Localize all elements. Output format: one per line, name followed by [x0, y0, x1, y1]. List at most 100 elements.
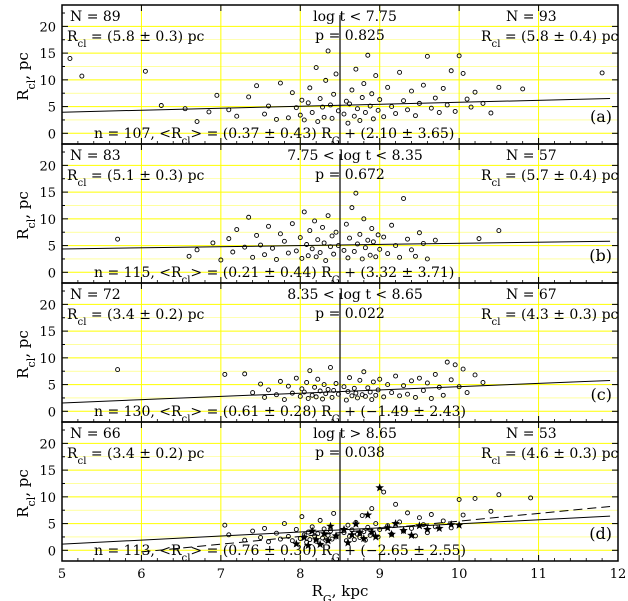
- y-tick-label: 15: [39, 47, 56, 62]
- data-point: [397, 519, 403, 525]
- data-point: [381, 394, 387, 400]
- left-count: N = 83: [70, 148, 121, 164]
- data-point: [367, 252, 373, 258]
- data-point: [293, 105, 299, 111]
- left-mean-radius: Rcl = (5.8 ± 0.3) pc: [67, 29, 205, 50]
- data-point: [381, 114, 387, 120]
- data-point: [528, 495, 534, 501]
- data-point: [413, 394, 418, 400]
- data-point: [325, 213, 331, 219]
- data-point: [277, 378, 283, 384]
- panel-label: (a): [590, 107, 612, 126]
- data-point: [317, 250, 323, 255]
- data-point: [347, 235, 352, 241]
- star-point: [300, 533, 309, 542]
- data-point: [341, 247, 347, 253]
- data-point: [413, 113, 418, 119]
- y-tick-label: 0: [48, 127, 56, 142]
- panel-c: 0 5 10 15 20 N = 72 N = 67 8.35 < log t < 8.65 p…: [14, 282, 619, 423]
- data-point: [389, 390, 395, 396]
- data-point: [266, 387, 271, 393]
- data-point: [341, 384, 347, 390]
- data-point: [242, 371, 248, 377]
- data-point: [456, 497, 462, 502]
- age-range-label: 8.35 < log t < 8.65: [287, 287, 423, 303]
- data-point: [329, 115, 335, 121]
- star-point: [375, 483, 384, 492]
- data-point: [432, 95, 438, 101]
- data-point: [331, 388, 337, 393]
- data-point: [335, 243, 341, 249]
- data-point: [460, 70, 466, 76]
- star-point: [351, 519, 361, 528]
- data-point: [281, 521, 287, 527]
- right-mean-radius: Rcl = (4.3 ± 0.3) pc: [481, 307, 619, 328]
- data-point: [258, 381, 264, 387]
- fit-equation: n = 113, <Rcl> = (0.76 ± 0.30) RG + (−2.…: [94, 543, 466, 564]
- data-point: [401, 196, 406, 201]
- star-point: [415, 521, 424, 530]
- data-point: [353, 190, 359, 196]
- data-point: [297, 393, 303, 399]
- data-point: [258, 242, 264, 248]
- fit-line: [61, 379, 611, 404]
- data-point: [405, 391, 410, 397]
- star-point: [355, 528, 365, 537]
- data-point: [301, 389, 307, 395]
- data-point: [393, 501, 399, 507]
- data-point: [365, 385, 371, 391]
- data-point: [377, 376, 383, 382]
- data-point: [373, 254, 379, 260]
- data-point: [270, 245, 275, 251]
- data-point: [464, 96, 470, 102]
- data-point: [345, 522, 351, 528]
- star-point: [407, 530, 416, 539]
- data-point: [329, 394, 335, 400]
- data-point: [258, 535, 264, 540]
- data-point: [320, 396, 325, 402]
- data-point: [397, 254, 403, 260]
- data-point: [381, 234, 387, 240]
- data-point: [432, 237, 438, 243]
- data-point: [341, 111, 347, 117]
- data-point: [359, 513, 365, 519]
- data-point: [476, 236, 482, 242]
- data-point: [351, 113, 357, 119]
- data-point: [362, 245, 368, 251]
- data-point: [328, 365, 333, 370]
- data-point: [281, 238, 287, 244]
- data-point: [401, 383, 406, 389]
- data-point: [115, 367, 121, 373]
- data-point: [222, 522, 228, 528]
- data-point: [361, 216, 367, 222]
- data-point: [299, 255, 305, 261]
- data-point: [349, 393, 355, 399]
- data-point: [285, 250, 291, 256]
- data-point: [305, 100, 311, 106]
- data-point: [266, 223, 271, 229]
- x-tick-label: 9: [376, 567, 384, 582]
- panel-d: 0 5 10 15 20 N = 66 N = 53 log t > 8.65 p = 0.03…: [14, 421, 619, 562]
- data-point: [369, 397, 375, 402]
- left-count: N = 66: [70, 426, 121, 442]
- data-point: [460, 512, 466, 518]
- data-point: [409, 247, 414, 253]
- data-point: [452, 362, 458, 368]
- data-point: [246, 214, 252, 220]
- fit-equation: n = 130, <Rcl> = (0.61 ± 0.28) RG + (−1.…: [94, 404, 466, 425]
- data-point: [359, 256, 365, 262]
- data-point: [335, 391, 341, 397]
- data-point: [206, 109, 212, 115]
- data-point: [357, 377, 363, 383]
- data-point: [281, 397, 287, 402]
- data-point: [393, 243, 399, 249]
- data-point: [401, 98, 406, 104]
- star-point: [363, 510, 373, 519]
- data-point: [416, 230, 422, 236]
- data-point: [285, 115, 291, 121]
- data-point: [289, 221, 295, 227]
- data-point: [428, 396, 434, 401]
- y-tick-label: 20: [39, 298, 56, 313]
- data-point: [343, 221, 349, 227]
